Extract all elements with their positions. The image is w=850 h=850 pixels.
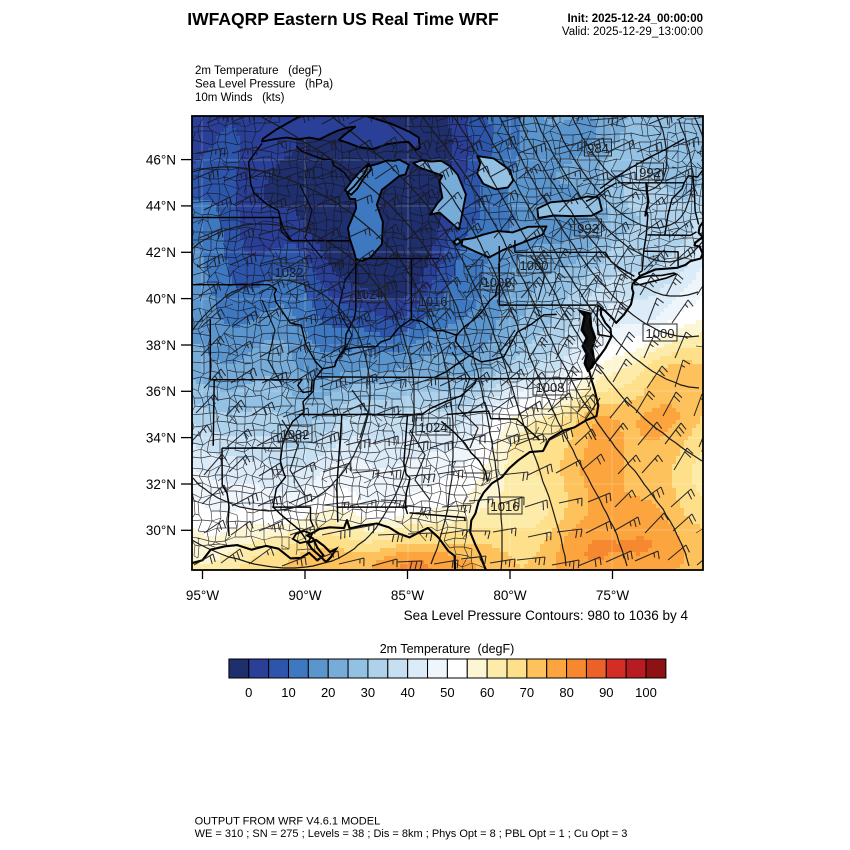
svg-text:1008: 1008 [536, 380, 565, 395]
svg-text:1024: 1024 [355, 287, 384, 302]
svg-text:36°N: 36°N [146, 384, 176, 399]
svg-text:46°N: 46°N [146, 152, 176, 167]
svg-text:Sea Level Pressure (hPa): Sea Level Pressure (hPa) [195, 79, 333, 91]
svg-text:40: 40 [400, 685, 414, 700]
svg-text:1024: 1024 [419, 420, 448, 435]
svg-text:80: 80 [559, 685, 573, 700]
svg-text:95°W: 95°W [186, 588, 219, 603]
svg-text:IWFAQRP Eastern US Real Time W: IWFAQRP Eastern US Real Time WRF [187, 9, 499, 29]
svg-text:WE = 310 ; SN = 275 ; Levels =: WE = 310 ; SN = 275 ; Levels = 38 ; Dis … [195, 828, 628, 840]
svg-text:Valid: 2025-12-29_13:00:00: Valid: 2025-12-29_13:00:00 [562, 26, 703, 38]
svg-text:2m Temperature (degF): 2m Temperature (degF) [195, 65, 322, 77]
svg-text:80°W: 80°W [493, 588, 526, 603]
svg-text:1000: 1000 [646, 326, 675, 341]
svg-text:85°W: 85°W [391, 588, 424, 603]
svg-text:10m Winds (kts): 10m Winds (kts) [195, 92, 285, 104]
svg-text:1016: 1016 [491, 499, 520, 514]
svg-text:2m Temperature (degF): 2m Temperature (degF) [380, 642, 515, 656]
svg-text:34°N: 34°N [146, 430, 176, 445]
svg-text:10: 10 [281, 685, 295, 700]
svg-text:30: 30 [361, 685, 375, 700]
svg-text:1000: 1000 [520, 258, 549, 273]
svg-text:1032: 1032 [281, 427, 310, 442]
svg-text:60: 60 [480, 685, 494, 700]
svg-text:42°N: 42°N [146, 245, 176, 260]
svg-text:30°N: 30°N [146, 523, 176, 538]
svg-text:20: 20 [321, 685, 335, 700]
svg-text:100: 100 [635, 685, 657, 700]
svg-text:0: 0 [245, 685, 252, 700]
svg-text:44°N: 44°N [146, 199, 176, 214]
svg-text:992: 992 [639, 165, 661, 180]
svg-text:90: 90 [599, 685, 613, 700]
svg-text:38°N: 38°N [146, 338, 176, 353]
svg-text:Sea Level Pressure Contours: 9: Sea Level Pressure Contours: 980 to 1036… [404, 608, 689, 623]
svg-text:Init: 2025-12-24_00:00:00: Init: 2025-12-24_00:00:00 [567, 13, 703, 25]
svg-text:40°N: 40°N [146, 291, 176, 306]
svg-text:75°W: 75°W [596, 588, 629, 603]
svg-text:1032: 1032 [275, 265, 304, 280]
svg-text:32°N: 32°N [146, 477, 176, 492]
svg-text:984: 984 [587, 141, 609, 156]
svg-text:OUTPUT FROM WRF V4.6.1 MODEL: OUTPUT FROM WRF V4.6.1 MODEL [195, 816, 381, 828]
svg-text:1008: 1008 [483, 275, 512, 290]
svg-text:1016: 1016 [419, 294, 448, 309]
svg-text:70: 70 [520, 685, 534, 700]
svg-text:90°W: 90°W [288, 588, 321, 603]
svg-text:992: 992 [577, 221, 599, 236]
svg-text:50: 50 [440, 685, 454, 700]
